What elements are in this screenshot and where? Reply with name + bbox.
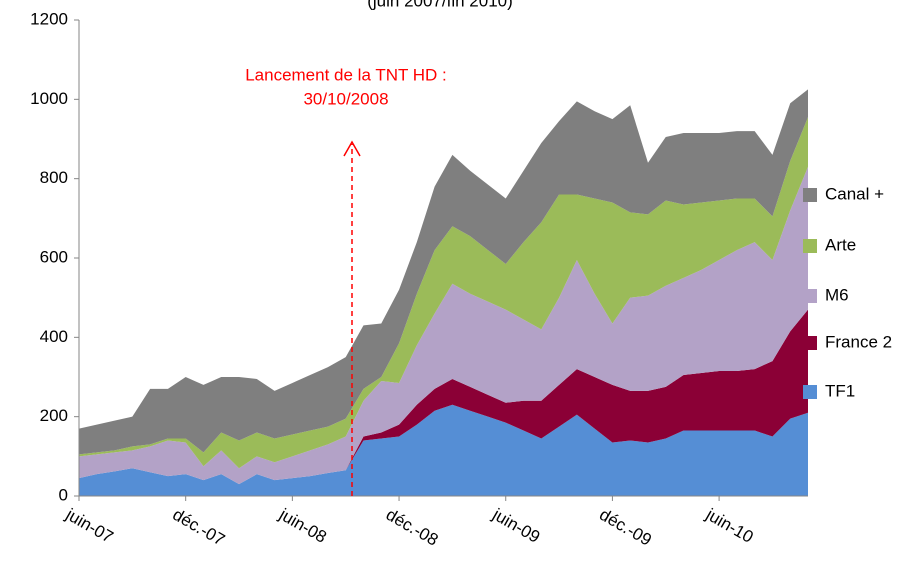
annotation: 30/10/2008 [303, 89, 388, 108]
y-tick-label: 1200 [30, 9, 68, 28]
annotation-arrowhead [343, 140, 361, 157]
x-tick-label: déc.-08 [383, 505, 442, 550]
x-tick-label: déc.-07 [169, 505, 228, 550]
legend-label: M6 [825, 285, 849, 304]
legend-label: TF1 [825, 381, 855, 400]
area [79, 309, 808, 485]
areas [79, 89, 808, 496]
area [79, 117, 808, 469]
y-tick-label: 600 [40, 247, 68, 266]
legend-label: Canal + [825, 184, 884, 203]
legend: Canal + Arte M6 France 2 TF1 [803, 184, 892, 400]
chart-subtitle: (juin 2007/fin 2010) [367, 0, 513, 10]
x-tick-label: juin-09 [489, 504, 544, 546]
legend-swatch [803, 289, 817, 303]
x-tick-label: juin-08 [275, 504, 330, 546]
area [79, 89, 808, 455]
x-tick-label: déc.-09 [596, 505, 655, 550]
y-tick-label: 1000 [30, 89, 68, 108]
legend-swatch [803, 385, 817, 399]
y-tick-label: 800 [40, 168, 68, 187]
x-tick-label: juin-07 [62, 504, 117, 546]
y-tick-label: 400 [40, 327, 68, 346]
legend-label: France 2 [825, 332, 892, 351]
y-tick-label: 200 [40, 406, 68, 425]
y-tick-label: 0 [59, 485, 68, 504]
legend-swatch [803, 336, 817, 350]
area [79, 404, 808, 496]
annotation: Lancement de la TNT HD : [245, 65, 447, 84]
x-tick-label: juin-10 [702, 504, 757, 546]
legend-swatch [803, 239, 817, 253]
legend-label: Arte [825, 235, 856, 254]
area [79, 166, 808, 485]
legend-swatch [803, 188, 817, 202]
